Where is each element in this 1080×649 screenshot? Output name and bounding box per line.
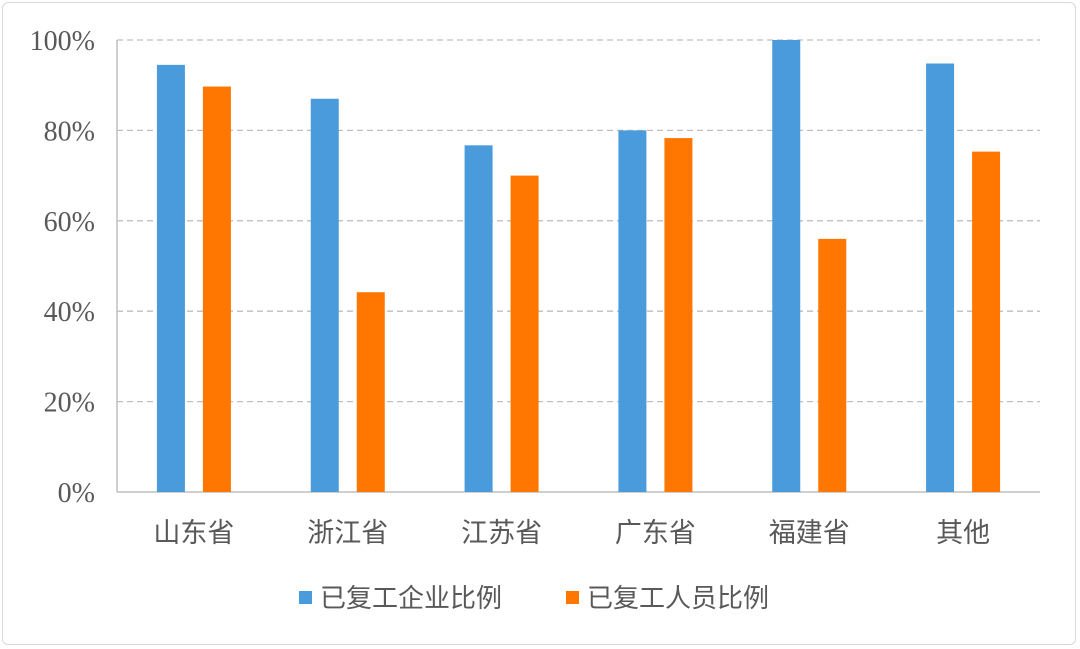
y-tick-label: 40% (44, 297, 95, 328)
bar-enterprise (156, 64, 185, 493)
gridlines (117, 39, 1040, 403)
x-axis-ticks: 山东省 浙江省 江苏省 广东省 福建省 其他 (153, 518, 990, 549)
x-tick-label: 其他 (936, 518, 990, 549)
bar-workers (510, 175, 539, 492)
bar-workers (664, 138, 693, 493)
y-tick-label: 0% (58, 478, 95, 509)
x-tick-label: 浙江省 (307, 518, 388, 549)
bar-enterprise (618, 130, 647, 492)
x-tick-label: 福建省 (769, 518, 850, 549)
bar-enterprise (464, 145, 493, 493)
legend-label: 已复工人员比例 (587, 584, 769, 614)
y-axis-ticks: 0% 20% 40% 60% 80% 100% (30, 26, 95, 509)
legend-swatch (566, 591, 579, 604)
x-tick-label: 江苏省 (461, 518, 542, 549)
bar-workers (356, 292, 385, 492)
bar-enterprise (310, 98, 339, 492)
y-tick-label: 60% (44, 207, 95, 238)
legend: 已复工企业比例 已复工人员比例 (299, 584, 769, 614)
y-tick-label: 80% (44, 116, 95, 147)
x-tick-label: 山东省 (153, 518, 234, 549)
y-tick-label: 20% (44, 388, 95, 419)
x-tick-label: 广东省 (615, 518, 696, 549)
bar-workers (202, 86, 231, 492)
bar-workers (818, 238, 847, 492)
bars (156, 40, 1001, 493)
legend-swatch (299, 591, 312, 604)
bar-enterprise (926, 63, 955, 493)
y-tick-label: 100% (30, 26, 95, 57)
bar-workers (972, 151, 1001, 493)
bar-enterprise (772, 40, 801, 492)
legend-label: 已复工企业比例 (320, 584, 502, 614)
